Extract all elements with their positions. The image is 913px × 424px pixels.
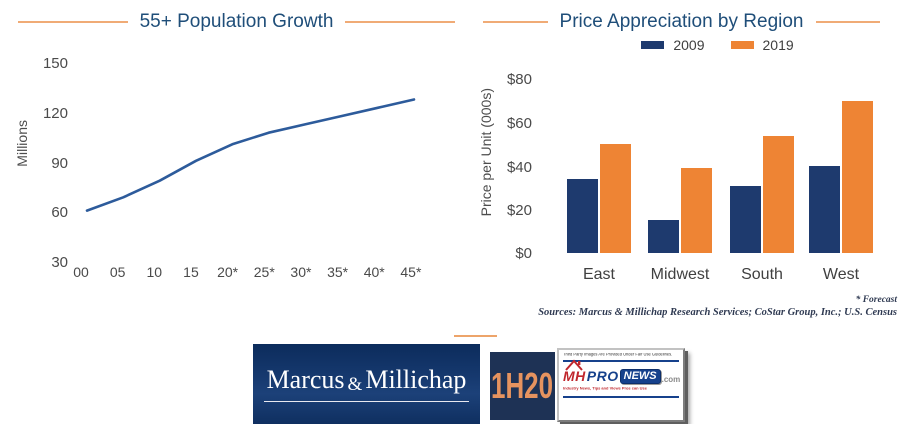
price-ytick-80: $80 xyxy=(506,71,532,88)
price-ytick-40: $40 xyxy=(506,159,532,176)
bar-group-midwest xyxy=(648,79,712,253)
bar-south-2009 xyxy=(730,185,761,253)
population-xtick-30f: 30* xyxy=(290,264,312,280)
population-ytick-120: 120 xyxy=(42,105,68,122)
footnotes: * Forecast Sources: Marcus & Millichap R… xyxy=(477,295,897,318)
legend-label-2009: 2009 xyxy=(673,37,705,53)
sources-footnote: Sources: Marcus & Millichap Research Ser… xyxy=(538,307,897,318)
mhp-com: .com xyxy=(661,375,681,384)
category-label-west: West xyxy=(822,266,860,283)
price-y-axis-label: Price per Unit (000s) xyxy=(478,88,494,217)
mhp-tagline: Industry News, Tips and Views Pros can U… xyxy=(563,387,647,391)
population-xtick-35f: 35* xyxy=(327,264,349,280)
title-flank-line-left xyxy=(18,21,128,23)
legend-label-2019: 2019 xyxy=(762,37,794,53)
population-ytick-60: 60 xyxy=(51,204,68,221)
bar-group-east xyxy=(567,79,631,253)
mm-word-millichap: Millichap xyxy=(365,364,467,394)
title-flank-line-left xyxy=(483,21,548,23)
mhp-mh: MH xyxy=(563,368,586,384)
bar-midwest-2019 xyxy=(681,168,712,253)
price-chart-legend: 2009 2019 xyxy=(545,37,890,53)
title-flank-line-right xyxy=(345,21,456,23)
population-xtick-15: 15 xyxy=(183,264,199,280)
population-xtick-45f: 45* xyxy=(400,264,422,280)
price-chart-title: Price Appreciation by Region xyxy=(559,11,804,32)
fair-use-note: Third Party Images Are Provided Under Fa… xyxy=(563,353,673,358)
category-label-south: South xyxy=(741,266,783,283)
mhp-brand-row: MH PRO NEWS .com xyxy=(563,359,681,384)
house-icon xyxy=(565,359,583,371)
orange-divider-line xyxy=(454,335,497,337)
bar-group-west xyxy=(809,79,873,253)
legend-swatch-2009 xyxy=(641,41,665,49)
legend-item-2009: 2009 xyxy=(641,37,705,53)
mhp-bottom-rule xyxy=(563,396,679,398)
bar-east-2019 xyxy=(600,144,631,253)
price-ytick-20: $20 xyxy=(506,202,532,219)
population-chart-title-row: 55+ Population Growth xyxy=(18,11,456,33)
title-flank-line-right xyxy=(815,21,881,23)
period-badge-text: 1H20 xyxy=(491,365,554,406)
mhp-pro: PRO xyxy=(586,368,619,384)
population-xtick-20f: 20* xyxy=(217,264,239,280)
population-xtick-25f: 25* xyxy=(253,264,275,280)
population-chart-title: 55+ Population Growth xyxy=(139,11,334,32)
bar-south-2019 xyxy=(763,135,794,253)
population-ytick-90: 90 xyxy=(51,155,68,172)
population-xtick-05: 05 xyxy=(109,264,126,280)
mm-ampersand: & xyxy=(347,373,363,395)
legend-item-2019: 2019 xyxy=(730,37,794,53)
population-xtick-40f: 40* xyxy=(363,264,385,280)
mhpronews-logo: Third Party Images Are Provided Under Fa… xyxy=(557,348,685,422)
bar-group-south xyxy=(730,79,794,253)
population-xtick-00: 00 xyxy=(73,264,89,280)
mhp-news-badge: NEWS xyxy=(619,368,661,384)
bar-midwest-2009 xyxy=(648,220,679,253)
population-ytick-150: 150 xyxy=(42,55,68,72)
bar-east-2009 xyxy=(567,179,598,253)
population-x-axis: 00 05 10 15 20* 25* 30* 35* 40* 45* xyxy=(70,264,422,280)
marcus-millichap-logo: Marcus & Millichap xyxy=(253,344,480,424)
forecast-footnote: * Forecast xyxy=(855,295,897,305)
legend-swatch-2019 xyxy=(730,41,754,49)
population-line-plot xyxy=(85,98,416,212)
mm-word-marcus: Marcus xyxy=(266,364,345,394)
price-ytick-60: $60 xyxy=(506,115,532,132)
price-ytick-0: $0 xyxy=(515,245,532,262)
mhp-top-rule xyxy=(563,360,679,362)
bar-west-2009 xyxy=(809,166,840,253)
category-label-east: East xyxy=(582,266,615,283)
category-label-midwest: Midwest xyxy=(650,266,710,283)
population-line xyxy=(85,98,416,212)
population-xtick-10: 10 xyxy=(146,264,163,280)
period-badge-1h20: 1H20 xyxy=(490,352,555,420)
population-ytick-30: 30 xyxy=(51,254,68,271)
marcus-millichap-wordmark: Marcus & Millichap xyxy=(263,364,470,402)
bar-west-2019 xyxy=(842,100,873,253)
price-chart-title-row: Price Appreciation by Region xyxy=(483,11,881,33)
price-bar-plot xyxy=(545,79,890,253)
